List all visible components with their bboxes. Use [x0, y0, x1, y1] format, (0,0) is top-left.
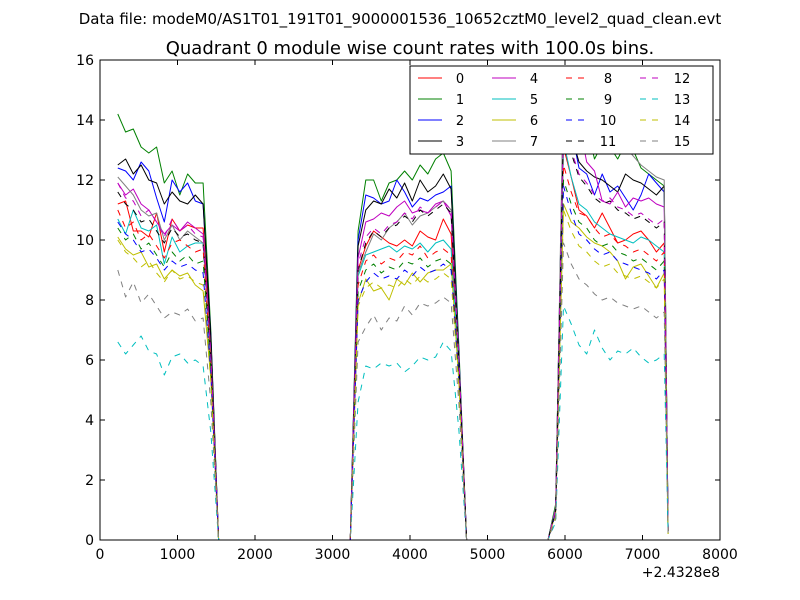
figure-suptitle: Data file: modeM0/AS1T01_191T01_90000015…	[79, 10, 722, 29]
legend-label-8: 8	[604, 72, 612, 87]
x-tick-label: 2000	[237, 547, 273, 563]
x-axis-offset-label: +2.4328e8	[642, 565, 720, 581]
series-line-15	[117, 242, 669, 540]
series-line-8	[117, 164, 669, 540]
x-tick-label: 8000	[702, 547, 738, 563]
series-line-11	[117, 125, 669, 540]
axis-ticks: 0 1000 2000 3000 4000 5000 6000 7000 80000246810…	[76, 53, 738, 563]
y-tick-label: 12	[76, 173, 94, 189]
x-tick-label: 6000	[547, 547, 583, 563]
legend-label-6: 6	[530, 114, 538, 129]
legend-label-15: 15	[674, 135, 691, 150]
legend-label-12: 12	[674, 72, 691, 87]
legend-label-14: 14	[674, 114, 691, 129]
series-line-5	[117, 140, 669, 540]
series-line-9	[117, 179, 669, 540]
x-tick-label: 1000	[160, 547, 196, 563]
x-tick-label: 0	[96, 547, 105, 563]
legend-label-11: 11	[600, 135, 617, 150]
y-tick-label: 16	[76, 53, 94, 69]
legend-label-9: 9	[604, 93, 612, 108]
y-tick-label: 14	[76, 113, 94, 129]
y-tick-label: 4	[85, 413, 94, 429]
legend-label-2: 2	[456, 114, 464, 129]
x-tick-label: 7000	[625, 547, 661, 563]
series-line-14	[117, 209, 669, 540]
series-line-6	[117, 203, 669, 540]
legend-label-5: 5	[530, 93, 538, 108]
series-line-3	[117, 101, 669, 540]
legend-label-0: 0	[456, 72, 464, 87]
legend-label-13: 13	[674, 93, 691, 108]
legend-label-4: 4	[530, 72, 538, 87]
legend-frame	[409, 65, 714, 155]
x-tick-label: 3000	[315, 547, 351, 563]
legend-label-7: 7	[530, 135, 538, 150]
y-tick-label: 0	[85, 533, 94, 549]
x-tick-label: 4000	[392, 547, 428, 563]
series-line-13	[117, 305, 669, 540]
legend-label-3: 3	[456, 135, 464, 150]
y-tick-label: 10	[76, 233, 94, 249]
series-line-10	[117, 185, 669, 540]
series-line-2	[117, 95, 669, 540]
x-tick-label: 5000	[470, 547, 506, 563]
series-line-12	[117, 122, 669, 540]
y-tick-label: 8	[85, 293, 94, 309]
y-tick-label: 2	[85, 473, 94, 489]
chart-title: Quadrant 0 module wise count rates with …	[166, 38, 655, 59]
legend-label-1: 1	[456, 93, 464, 108]
y-tick-label: 6	[85, 353, 94, 369]
legend-label-10: 10	[600, 114, 617, 129]
series-line-4	[117, 119, 669, 540]
